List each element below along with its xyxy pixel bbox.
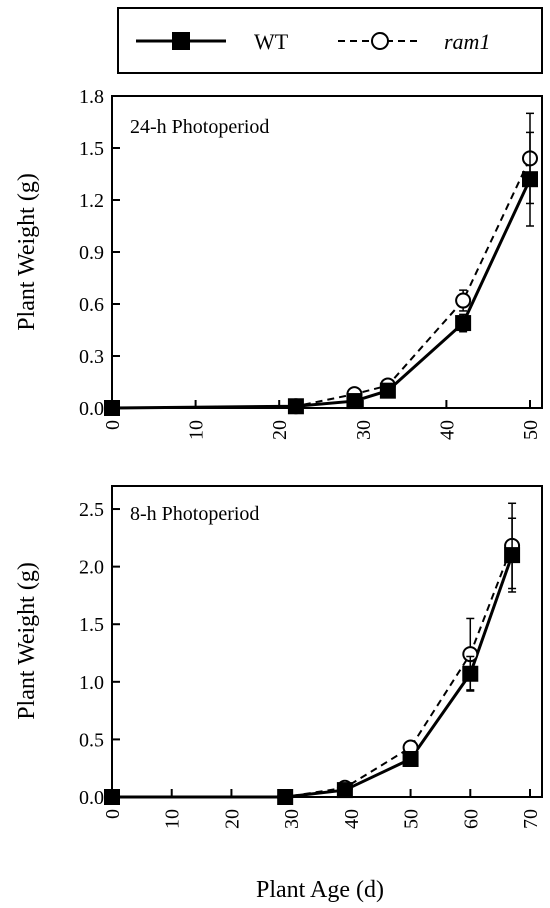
x-tick-label: 50 — [401, 809, 423, 829]
ticks: 0.0 0.3 0.6 0.9 1.2 1.5 1.8 0 10 20 30 40 50 — [79, 86, 542, 440]
y-tick-label: 0.0 — [79, 398, 104, 420]
x-tick-label: 50 — [520, 420, 542, 440]
x-tick-label: 20 — [221, 809, 243, 829]
y-axis-label: Plant Weight (g) — [14, 562, 40, 720]
series-line-wt — [111, 178, 532, 410]
ticks: 0.0 0.5 1.0 1.5 2.0 2.5 0 10 20 30 40 50 60 70 — [79, 499, 542, 829]
point-wt — [287, 398, 304, 415]
plot-frame — [111, 95, 543, 409]
legend-wt-label: WT — [254, 29, 289, 54]
y-tick-label: 0.3 — [79, 346, 104, 368]
legend-ram1-label: ram1 — [444, 29, 490, 54]
x-tick-label: 10 — [162, 809, 184, 829]
y-tick-label: 1.0 — [79, 672, 104, 694]
y-tick-label: 1.5 — [79, 138, 104, 160]
point-wt — [336, 782, 353, 799]
y-tick-label: 0.6 — [79, 294, 104, 316]
point-wt — [402, 750, 419, 767]
series-line-wt — [112, 554, 514, 799]
y-tick-label: 1.5 — [79, 614, 104, 636]
x-axis-label: Plant Age (d) — [256, 877, 384, 903]
point-ram1 — [455, 292, 472, 309]
x-tick-label: 0 — [102, 809, 124, 819]
legend-wt-marker — [172, 32, 190, 50]
x-tick-label: 70 — [520, 809, 542, 829]
x-tick-label: 0 — [102, 420, 124, 430]
point-wt — [346, 393, 363, 410]
data-marks — [104, 502, 521, 805]
x-tick-label: 10 — [186, 420, 208, 440]
y-tick-label: 1.2 — [79, 190, 104, 212]
legend: WT ram1 — [117, 7, 543, 74]
y-tick-label: 2.0 — [79, 557, 104, 579]
plot-frame — [111, 485, 543, 798]
y-tick-label: 0.5 — [79, 729, 104, 751]
y-tick-label: 1.8 — [79, 86, 104, 108]
point-wt — [104, 400, 120, 416]
y-tick-label: 0.0 — [79, 787, 104, 809]
data-marks — [104, 112, 538, 416]
x-tick-label: 40 — [341, 809, 363, 829]
panel-title: 24-h Photoperiod — [130, 116, 269, 138]
x-tick-label: 20 — [269, 420, 291, 440]
series-line-ram1 — [112, 545, 514, 798]
panel-8h: 8-h Photoperiod Plant Weight (g) 0.0 0.5 1… — [14, 485, 543, 829]
point-wt — [104, 789, 120, 805]
panel-24h: 24-h Photoperiod Plant Weight (g) 0.0 0.3… — [14, 86, 543, 440]
point-wt — [504, 547, 521, 564]
point-wt — [379, 382, 396, 399]
x-tick-label: 30 — [281, 809, 303, 829]
point-wt — [522, 171, 538, 188]
panel-title: 8-h Photoperiod — [130, 503, 259, 525]
point-wt — [455, 315, 472, 332]
x-tick-label: 30 — [353, 420, 375, 440]
y-axis-label: Plant Weight (g) — [14, 173, 40, 331]
x-tick-label: 40 — [436, 420, 458, 440]
x-tick-label: 60 — [460, 809, 482, 829]
point-wt — [277, 789, 294, 805]
y-tick-label: 2.5 — [79, 499, 104, 521]
point-wt — [462, 665, 479, 682]
series-line-ram1 — [111, 157, 531, 409]
legend-ram1-marker — [371, 32, 389, 50]
y-tick-label: 0.9 — [79, 242, 104, 264]
